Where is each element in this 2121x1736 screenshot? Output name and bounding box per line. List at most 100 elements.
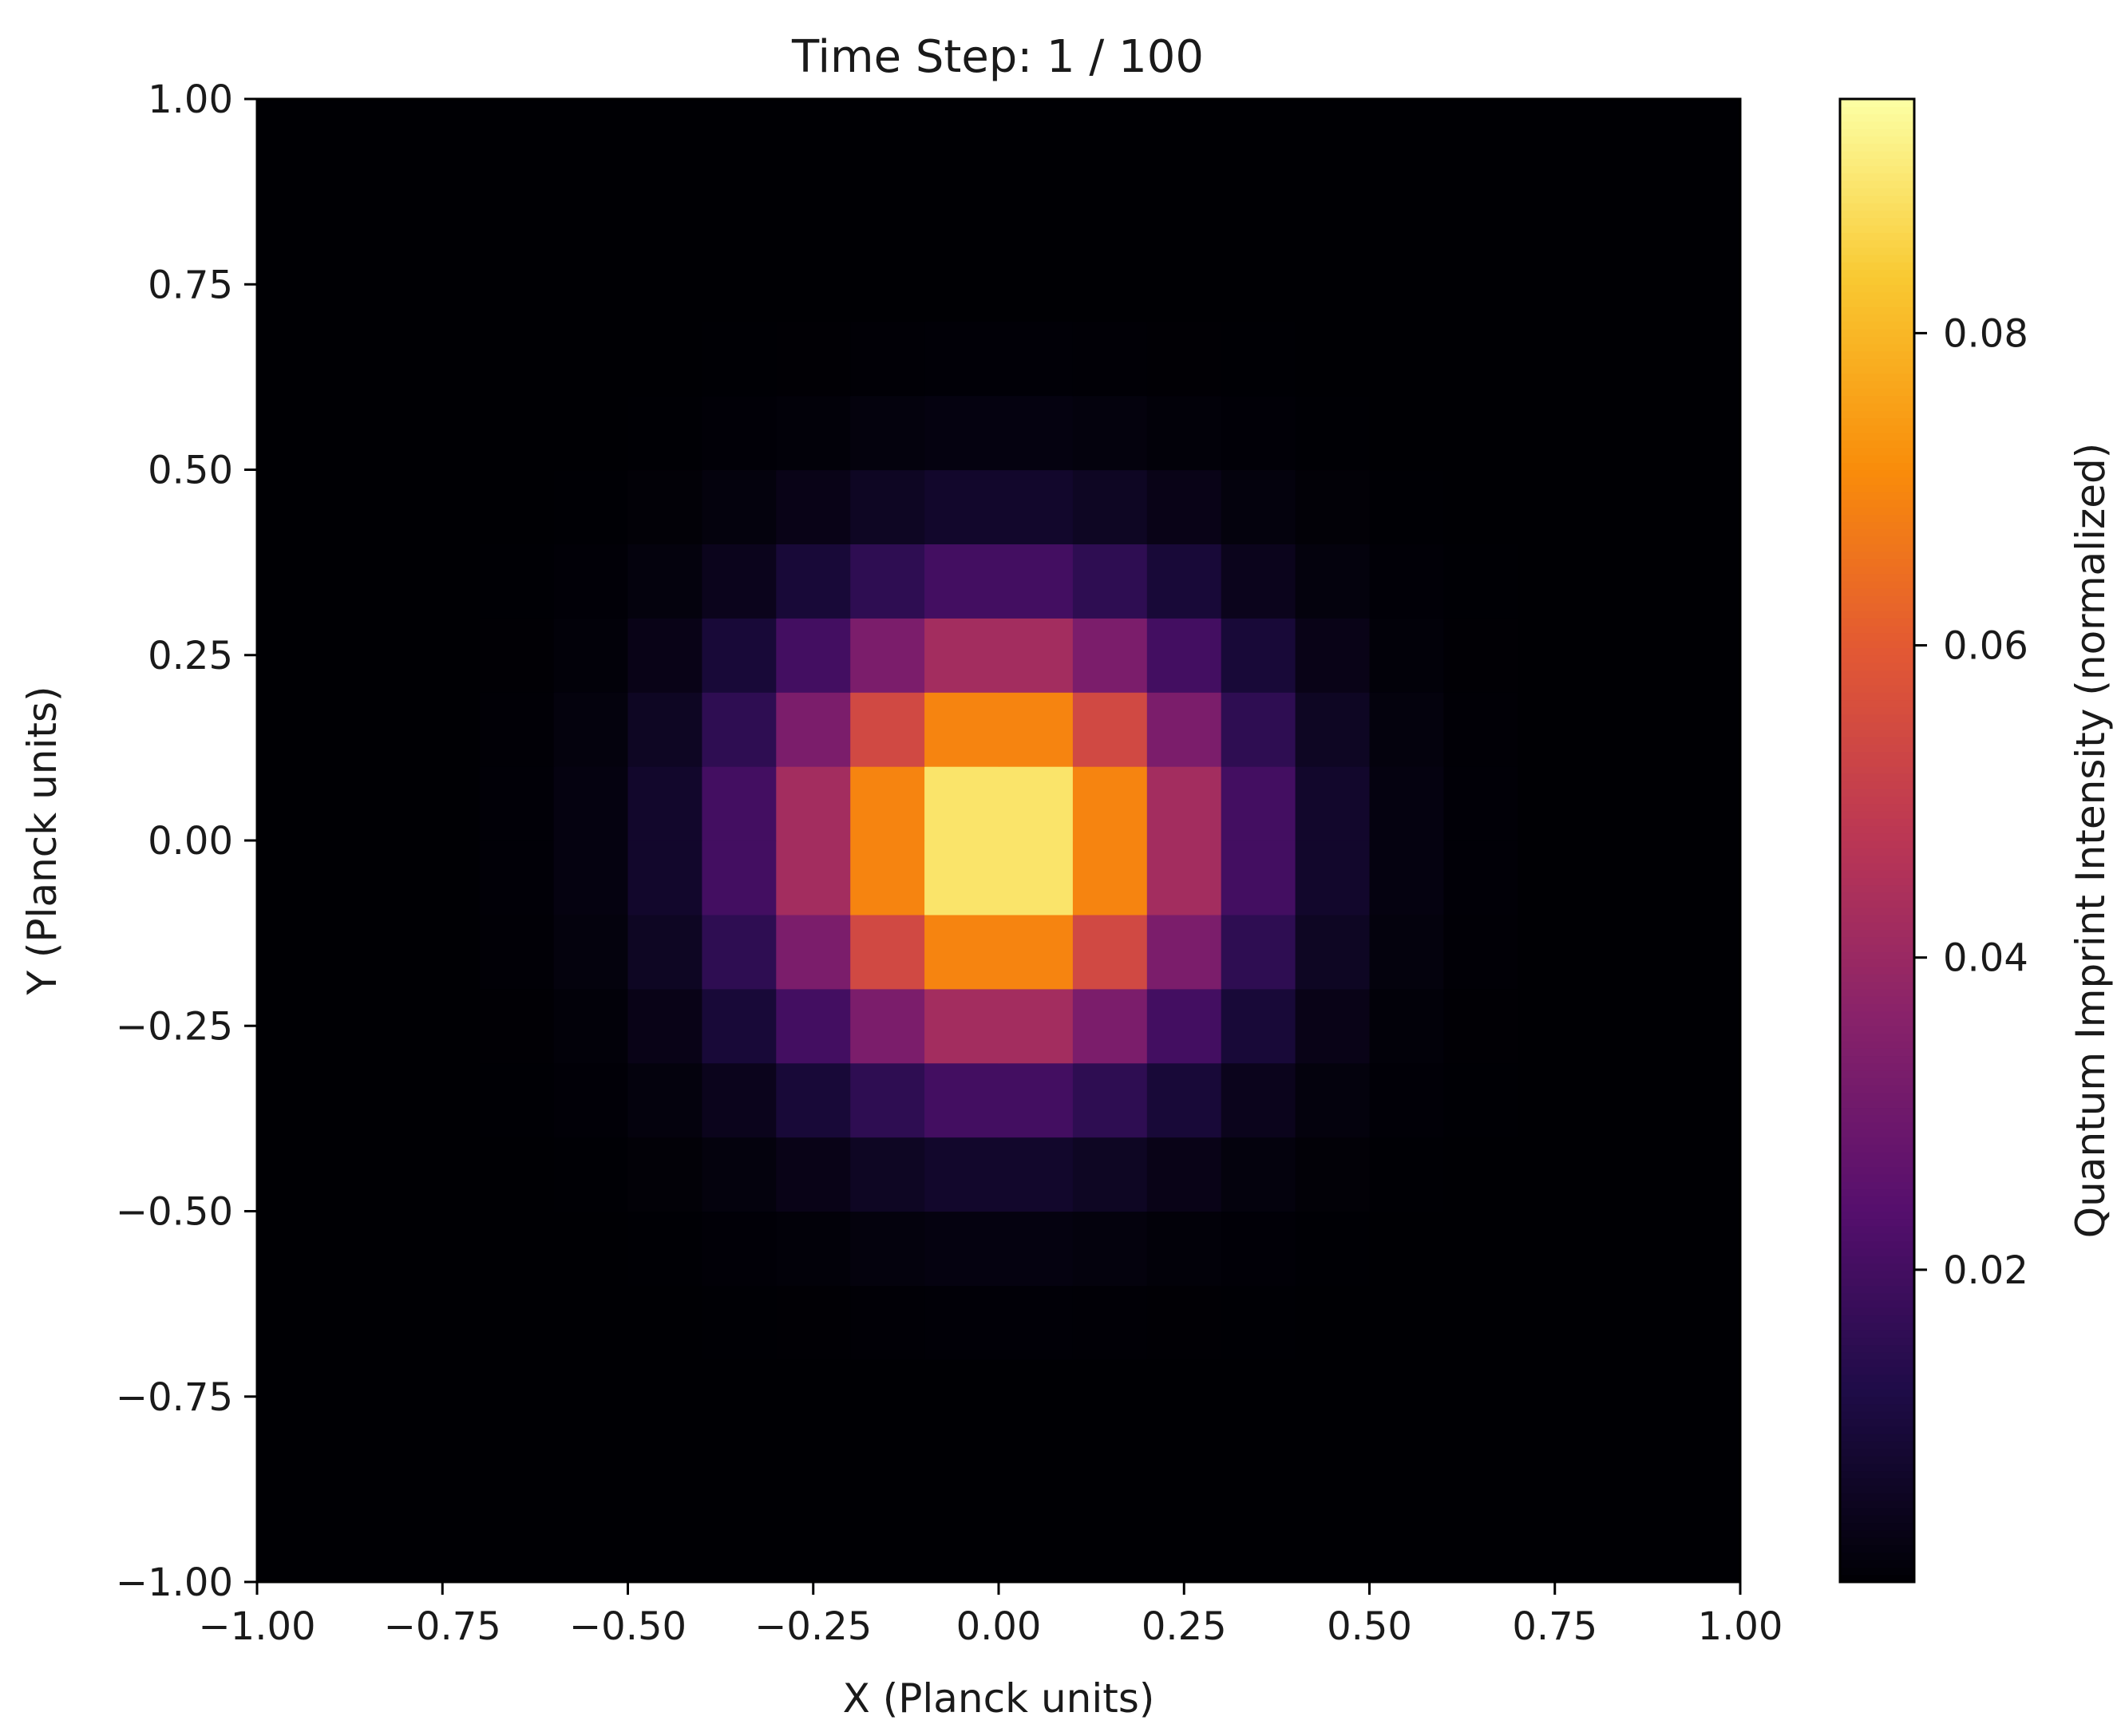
colorbar-segment bbox=[1840, 692, 1914, 701]
heatmap-cell bbox=[479, 1433, 555, 1509]
heatmap-cell bbox=[627, 395, 702, 471]
heatmap-cell bbox=[1221, 99, 1296, 174]
colorbar-segment bbox=[1840, 744, 1914, 753]
colorbar-segment bbox=[1840, 1418, 1914, 1427]
heatmap-cell bbox=[1221, 1062, 1296, 1138]
heatmap-cell bbox=[1221, 1285, 1296, 1360]
heatmap-cell bbox=[627, 544, 702, 619]
heatmap-cell bbox=[553, 692, 629, 767]
heatmap-cell bbox=[1295, 618, 1371, 693]
y-tick-label: −0.50 bbox=[116, 1190, 233, 1235]
heatmap-cell bbox=[702, 914, 777, 990]
colorbar-segment bbox=[1840, 1033, 1914, 1042]
heatmap-cell bbox=[1369, 469, 1444, 544]
heatmap-cell bbox=[776, 1211, 851, 1286]
colorbar-segment bbox=[1840, 269, 1914, 278]
colorbar-segment bbox=[1840, 1411, 1914, 1420]
heatmap-cell bbox=[776, 766, 851, 841]
heatmap-cell bbox=[330, 1359, 406, 1434]
colorbar-segment bbox=[1840, 936, 1914, 945]
x-tick-label: −0.25 bbox=[754, 1604, 872, 1649]
colorbar-segment bbox=[1840, 410, 1914, 419]
heatmap-cell bbox=[1666, 1211, 1741, 1286]
heatmap-cell bbox=[776, 1433, 851, 1509]
heatmap-cell bbox=[1221, 618, 1296, 693]
heatmap-cell bbox=[776, 1359, 851, 1434]
colorbar-segment bbox=[1840, 1040, 1914, 1049]
heatmap-cell bbox=[627, 988, 702, 1064]
heatmap-cell bbox=[553, 1062, 629, 1138]
heatmap-cell bbox=[553, 618, 629, 693]
colorbar-segment bbox=[1840, 172, 1914, 181]
heatmap-cell bbox=[776, 692, 851, 767]
heatmap-cell bbox=[479, 766, 555, 841]
heatmap-cell bbox=[850, 1433, 925, 1509]
colorbar-segment bbox=[1840, 1070, 1914, 1078]
heatmap-cell bbox=[1443, 395, 1518, 471]
heatmap-cell bbox=[1295, 840, 1371, 915]
heatmap-cell bbox=[553, 766, 629, 841]
heatmap-cell bbox=[1221, 172, 1296, 248]
colorbar-segment bbox=[1840, 699, 1914, 708]
heatmap-cell bbox=[1221, 1137, 1296, 1212]
heatmap-cell bbox=[553, 469, 629, 544]
colorbar-segment bbox=[1840, 1307, 1914, 1316]
colorbar-axis: 0.02 0.04 0.06 0.08 bbox=[1914, 311, 2028, 1293]
heatmap-cell bbox=[627, 172, 702, 248]
x-tick-label: −0.75 bbox=[384, 1604, 501, 1649]
heatmap-cell bbox=[1072, 692, 1148, 767]
heatmap-cell bbox=[479, 395, 555, 471]
colorbar-segment bbox=[1840, 1426, 1914, 1434]
colorbar-segment bbox=[1840, 1352, 1914, 1360]
heatmap-cell bbox=[405, 1359, 481, 1434]
heatmap-cell bbox=[553, 321, 629, 397]
colorbar-segment bbox=[1840, 1218, 1914, 1227]
heatmap-cell bbox=[1295, 1285, 1371, 1360]
colorbar-segment bbox=[1840, 1159, 1914, 1168]
colorbar-segment bbox=[1840, 1196, 1914, 1204]
colorbar-segment bbox=[1840, 677, 1914, 686]
heatmap-cell bbox=[257, 1359, 332, 1434]
heatmap-cell bbox=[1369, 914, 1444, 990]
heatmap-cell bbox=[627, 1508, 702, 1583]
heatmap-cell bbox=[1072, 469, 1148, 544]
colorbar-segment bbox=[1840, 840, 1914, 848]
heatmap-cell bbox=[1072, 321, 1148, 397]
colorbar-segment bbox=[1840, 566, 1914, 575]
colorbar-segment bbox=[1840, 773, 1914, 782]
heatmap-cell bbox=[1666, 544, 1741, 619]
colorbar-segment bbox=[1840, 262, 1914, 271]
colorbar-segment bbox=[1840, 188, 1914, 196]
heatmap-cell bbox=[257, 1211, 332, 1286]
heatmap-cell bbox=[1592, 1211, 1667, 1286]
colorbar-segment bbox=[1840, 528, 1914, 537]
heatmap-cell bbox=[1072, 1285, 1148, 1360]
heatmap-cell bbox=[553, 1211, 629, 1286]
heatmap-cell bbox=[1518, 1508, 1593, 1583]
heatmap-cell bbox=[702, 692, 777, 767]
heatmap-cell bbox=[1072, 1508, 1148, 1583]
heatmap-cell bbox=[330, 766, 406, 841]
heatmap-cell bbox=[479, 247, 555, 322]
heatmap-cell bbox=[1146, 988, 1222, 1064]
colorbar-segment bbox=[1840, 1433, 1914, 1442]
heatmap-cell bbox=[924, 99, 999, 174]
heatmap-cell bbox=[999, 321, 1074, 397]
colorbar-segment bbox=[1840, 1448, 1914, 1457]
heatmap-cell bbox=[1295, 914, 1371, 990]
heatmap-cell bbox=[405, 321, 481, 397]
heatmap-cell bbox=[330, 1062, 406, 1138]
colorbar-segment bbox=[1840, 988, 1914, 997]
colorbar-segment bbox=[1840, 239, 1914, 248]
heatmap-cell bbox=[1443, 172, 1518, 248]
heatmap-cell bbox=[627, 1433, 702, 1509]
heatmap-cell bbox=[1295, 766, 1371, 841]
heatmap-cell bbox=[850, 1211, 925, 1286]
heatmap-cell bbox=[1666, 247, 1741, 322]
heatmap-cell bbox=[702, 1211, 777, 1286]
heatmap-cell bbox=[1518, 840, 1593, 915]
heatmap-cell bbox=[1221, 395, 1296, 471]
colorbar-segment bbox=[1840, 647, 1914, 656]
colorbar-segment bbox=[1840, 195, 1914, 204]
colorbar-segment bbox=[1840, 1003, 1914, 1012]
